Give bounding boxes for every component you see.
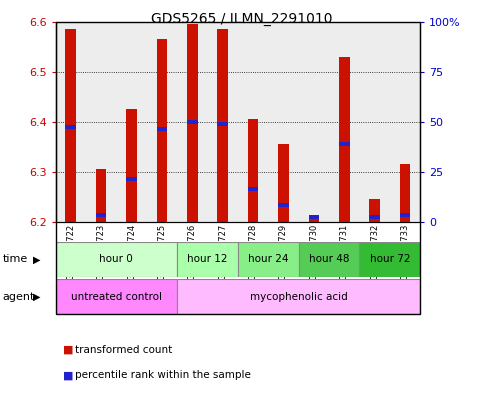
Bar	[126, 178, 137, 182]
Bar	[238, 22, 268, 222]
Bar	[96, 169, 106, 222]
Bar	[390, 22, 420, 222]
Bar	[56, 242, 177, 277]
Bar	[217, 29, 228, 222]
Bar	[248, 187, 258, 191]
Bar	[126, 109, 137, 222]
Text: GDS5265 / ILMN_2291010: GDS5265 / ILMN_2291010	[151, 12, 332, 26]
Text: hour 24: hour 24	[248, 254, 288, 264]
Text: percentile rank within the sample: percentile rank within the sample	[75, 370, 251, 380]
Bar	[298, 242, 359, 277]
Bar	[400, 213, 411, 217]
Text: hour 48: hour 48	[309, 254, 349, 264]
Text: transformed count: transformed count	[75, 345, 172, 355]
Text: time: time	[2, 254, 28, 264]
Bar	[56, 22, 86, 222]
Text: mycophenolic acid: mycophenolic acid	[250, 292, 348, 302]
Bar	[177, 279, 420, 314]
Bar	[369, 215, 380, 219]
Bar	[359, 22, 390, 222]
Bar	[86, 22, 116, 222]
Bar	[65, 29, 76, 222]
Text: untreated control: untreated control	[71, 292, 162, 302]
Bar	[208, 22, 238, 222]
Bar	[278, 202, 289, 206]
Text: ■: ■	[63, 345, 73, 355]
Text: ■: ■	[63, 370, 73, 380]
Bar	[177, 242, 238, 277]
Bar	[309, 215, 319, 219]
Bar	[156, 127, 167, 131]
Text: ▶: ▶	[33, 254, 41, 264]
Bar	[248, 119, 258, 222]
Bar	[400, 164, 411, 222]
Text: hour 0: hour 0	[99, 254, 133, 264]
Bar	[187, 120, 198, 124]
Bar	[147, 22, 177, 222]
Text: ▶: ▶	[33, 292, 41, 302]
Bar	[278, 144, 289, 222]
Bar	[329, 22, 359, 222]
Bar	[339, 57, 350, 222]
Bar	[359, 242, 420, 277]
Text: agent: agent	[2, 292, 35, 302]
Bar	[309, 217, 319, 222]
Bar	[339, 142, 350, 146]
Bar	[369, 200, 380, 222]
Bar	[156, 39, 167, 222]
Bar	[56, 279, 177, 314]
Bar	[177, 22, 208, 222]
Bar	[217, 122, 228, 126]
Bar	[268, 22, 298, 222]
Bar	[187, 24, 198, 222]
Text: hour 72: hour 72	[369, 254, 410, 264]
Bar	[238, 242, 298, 277]
Text: hour 12: hour 12	[187, 254, 228, 264]
Bar	[298, 22, 329, 222]
Bar	[116, 22, 147, 222]
Bar	[65, 125, 76, 129]
Bar	[96, 213, 106, 217]
